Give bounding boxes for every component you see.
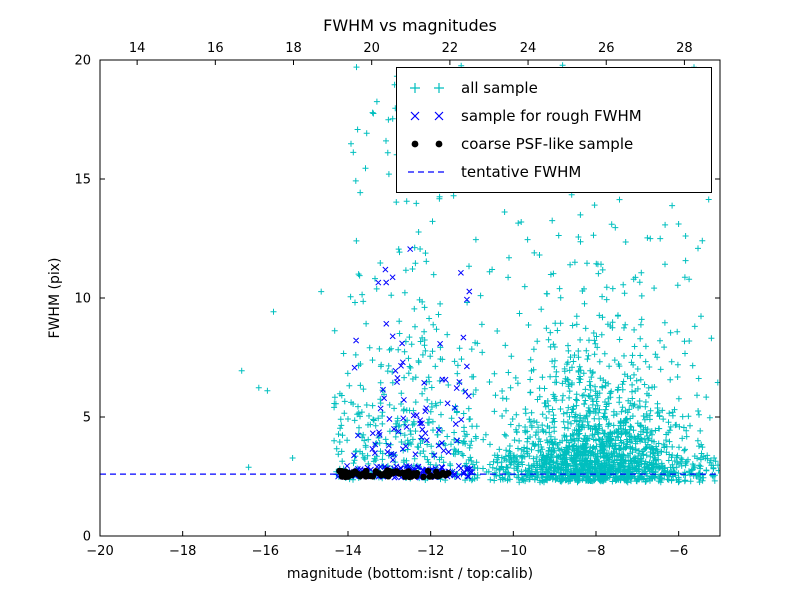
legend-entry-psf-sample: coarse PSF-like sample: [405, 130, 703, 158]
x-bottom-tick-label: −18: [169, 544, 196, 559]
chart-title: FWHM vs magnitudes: [323, 16, 497, 35]
y-axis-label: FWHM (pix): [47, 257, 63, 339]
plot-points: [100, 62, 720, 486]
legend-label-tentative-fwhm: tentative FWHM: [461, 163, 582, 181]
x-top-tick-label: 28: [676, 41, 693, 56]
series-plus-markers: [238, 62, 720, 486]
x-top-tick-label: 24: [520, 41, 537, 56]
x-bottom-tick-label: −8: [586, 544, 605, 559]
tick-marks: [99, 59, 720, 537]
tick-labels: −20 −18 −16 −14 −12 −10 −8 −6 14 16 18 20 22 24 26 28 0 5…: [74, 41, 692, 559]
y-tick-label: 10: [74, 292, 91, 307]
y-tick-label: 0: [83, 530, 91, 545]
legend-label-rough-fwhm: sample for rough FWHM: [461, 107, 642, 125]
x-top-tick-label: 26: [598, 41, 615, 56]
y-tick-label: 15: [74, 173, 91, 188]
plus-marker-icon: [410, 83, 444, 93]
y-tick-label: 5: [83, 411, 91, 426]
x-top-tick-label: 14: [129, 41, 146, 56]
legend-label-psf-sample: coarse PSF-like sample: [461, 135, 634, 153]
x-top-tick-label: 20: [363, 41, 380, 56]
x-top-tick-label: 18: [285, 41, 302, 56]
dashed-line-icon: [408, 171, 448, 173]
series-x-markers: [335, 246, 475, 481]
x-marker-icon: [410, 111, 444, 121]
x-bottom-tick-label: −10: [500, 544, 527, 559]
x-bottom-tick-label: −12: [417, 544, 444, 559]
dot-marker-icon: [411, 140, 443, 148]
legend-entry-all-sample: all sample: [405, 74, 703, 102]
x-bottom-tick-label: −16: [252, 544, 279, 559]
legend: all sample sample for rough FWHM coarse …: [396, 67, 712, 193]
x-top-tick-label: 16: [207, 41, 224, 56]
y-tick-label: 20: [74, 54, 91, 69]
x-bottom-tick-label: −6: [669, 544, 688, 559]
legend-entry-rough-fwhm: sample for rough FWHM: [405, 102, 703, 130]
x-bottom-tick-label: −20: [86, 544, 113, 559]
x-axis-label: magnitude (bottom:isnt / top:calib): [286, 566, 534, 582]
legend-entry-tentative-fwhm: tentative FWHM: [405, 158, 703, 186]
x-bottom-tick-label: −14: [334, 544, 361, 559]
x-top-tick-label: 22: [442, 41, 459, 56]
series-psf-dots: [336, 467, 452, 481]
legend-label-all-sample: all sample: [461, 79, 538, 97]
